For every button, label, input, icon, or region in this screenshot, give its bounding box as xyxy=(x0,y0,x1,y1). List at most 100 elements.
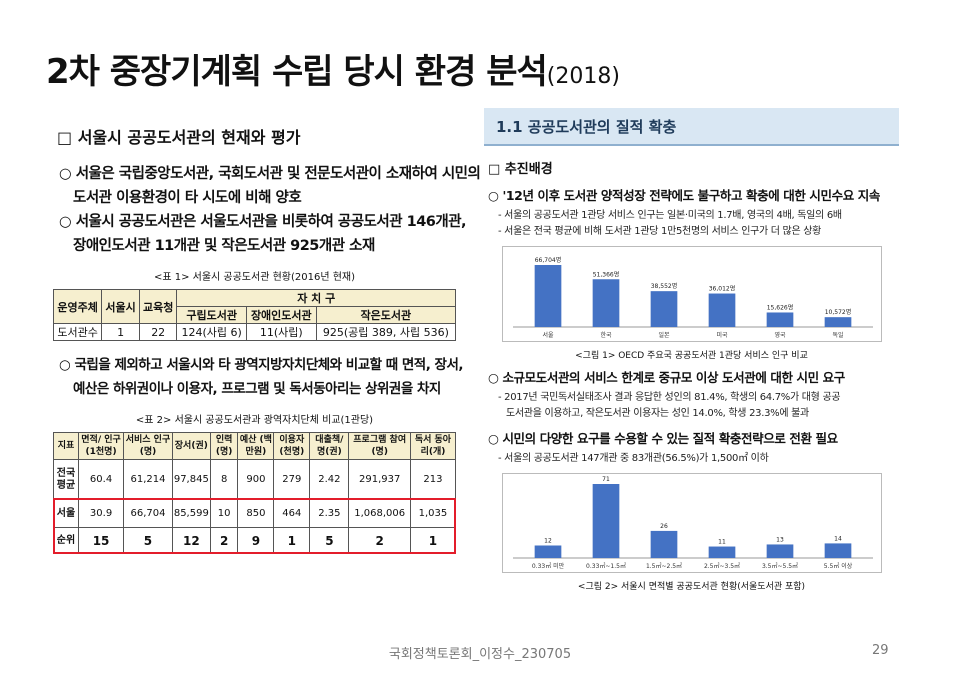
table-header-row: 지표 면적/ 인구(1천명) 서비스 인구(명) 장서(권) 인력 (명) 예산 (백만원… xyxy=(53,432,457,460)
chart2-caption: <그림 2> 서울시 면적별 공공도서관 현황(서울도서관 포함) xyxy=(577,582,806,592)
table-header-cell: 면적/ 인구(1천명) xyxy=(77,432,125,460)
table-cell: 5 xyxy=(123,527,173,554)
slide-title-year: (2018) xyxy=(546,64,620,89)
t1-h-district: 자 치 구 xyxy=(176,289,456,307)
footer-source: 국회정책토론회_이정수_230705 xyxy=(388,647,572,662)
chart-data-label: 12 xyxy=(544,537,552,544)
chart-tick-label: 한국 xyxy=(600,332,612,339)
table-cell: 1 xyxy=(409,527,457,554)
chart-oecd-service-population: 66,704명 서울 51,366명 한국 38,552명 일본 36,012명 미국 15,6… xyxy=(502,246,882,342)
chart-tick-label: 일본 xyxy=(658,331,670,339)
chart-bar xyxy=(650,291,678,327)
chart2-svg: 12 0.33㎡ 미만 71 0.33㎡~1.5㎡ 26 1.5㎡~2.5㎡ 11 2.5㎡~… xyxy=(513,476,873,570)
table-cell: 1 xyxy=(273,527,311,554)
table-cell: 850 xyxy=(237,499,275,528)
chart-data-label: 36,012명 xyxy=(709,285,736,293)
chart-data-label: 51,366명 xyxy=(593,270,620,278)
table-cell: 15 xyxy=(77,527,125,554)
table-cell: 66,704 xyxy=(123,499,173,528)
table-row-label: 순위 xyxy=(53,527,79,554)
table-cell: 291,937 xyxy=(348,459,411,500)
chart-tick-label: 2.5㎡~3.5㎡ xyxy=(704,562,740,570)
section-subheading: □ 추진배경 xyxy=(488,162,553,177)
chart-area-distribution: 12 0.33㎡ 미만 71 0.33㎡~1.5㎡ 26 1.5㎡~2.5㎡ 11 2.5㎡~… xyxy=(502,473,882,573)
table-cell: 1,035 xyxy=(409,499,457,528)
chart-bar xyxy=(534,265,562,327)
left-bullet-3-line1: ○ 국립을 제외하고 서울시와 타 광역지방자치단체와 비교할 때 면적, 장서… xyxy=(59,357,464,373)
right-bullet-1: ○ '12년 이후 도서관 양적성장 전략에도 불구하고 확충에 대한 시민수요… xyxy=(488,188,880,203)
chart-data-label: 14 xyxy=(834,535,842,542)
chart-tick-label: 미국 xyxy=(716,331,728,339)
left-bullet-1-line1: ○ 서울은 국립중앙도서관, 국회도서관 및 전문도서관이 소재하여 시민의 xyxy=(59,166,481,182)
table-header-cell: 이용자 (천명) xyxy=(273,432,311,460)
table-cell: 213 xyxy=(409,459,457,500)
chart-bar xyxy=(708,293,736,327)
t1-h-operator: 운영주체 xyxy=(52,289,103,324)
table-cell: 464 xyxy=(273,499,311,528)
right-dash-4: - 서울의 공공도서관 147개관 중 83개관(56.5%)가 1,500㎡ … xyxy=(498,453,769,464)
table-cell: 2 xyxy=(348,527,411,554)
t1-h-city: 서울시 xyxy=(101,289,140,324)
comparison-table-wrap: 지표 면적/ 인구(1천명) 서비스 인구(명) 장서(권) 인력 (명) 예산 (백만원… xyxy=(53,432,457,554)
right-bullet-2: ○ 소규모도서관의 서비스 한계로 중규모 이상 도서관에 대한 시민 요구 xyxy=(488,370,845,385)
right-dash-3b: 도서관을 이용하고, 작은도서관 이용자는 성인 14.0%, 학생 23.3%… xyxy=(506,408,809,419)
chart-bar xyxy=(650,530,678,558)
t1-h-disabled: 장애인도서관 xyxy=(245,306,317,324)
left-bullet-3-line2: 예산은 하위권이나 이용자, 프로그램 및 독서동아리는 상위권을 차지 xyxy=(73,381,441,397)
table-cell: 5 xyxy=(309,527,350,554)
chart-data-label: 66,704명 xyxy=(535,256,562,264)
left-heading: □ 서울시 공공도서관의 현재와 평가 xyxy=(57,128,301,147)
chart-tick-label: 5.5㎡ 이상 xyxy=(824,562,853,570)
table-cell: 11(사립) xyxy=(245,323,317,341)
table-cell: 60.4 xyxy=(77,459,125,500)
left-document-panel: □ 서울시 공공도서관의 현재와 평가 ○ 서울은 국립중앙도서관, 국회도서관… xyxy=(52,112,481,632)
right-document-panel: 1.1 공공도서관의 질적 확충 □ 추진배경 ○ '12년 이후 도서관 양적… xyxy=(484,108,899,630)
slide-title-main: 2차 중장기계획 수립 당시 환경 분석 xyxy=(46,52,548,92)
chart-tick-label: 영국 xyxy=(774,331,786,339)
comparison-table: 지표 면적/ 인구(1천명) 서비스 인구(명) 장서(권) 인력 (명) 예산 (백만원… xyxy=(53,432,457,554)
table-cell: 2.35 xyxy=(309,499,350,528)
table-header-cell: 인력 (명) xyxy=(209,432,239,460)
chart-tick-label: 서울 xyxy=(542,331,554,339)
t1-h-gu: 구립도서관 xyxy=(176,306,247,324)
table-cell: 30.9 xyxy=(77,499,125,528)
chart-data-label: 11 xyxy=(718,539,726,546)
chart-data-label: 15,626명 xyxy=(767,303,794,311)
table-row-label: 전국 평균 xyxy=(53,459,79,500)
chart-data-label: 26 xyxy=(660,523,668,530)
table-cell: 279 xyxy=(273,459,311,500)
left-bullet-2-line2: 장애인도서관 11개관 및 작은도서관 925개관 소재 xyxy=(73,238,375,254)
chart-bar xyxy=(824,317,852,327)
table-cell: 10 xyxy=(209,499,239,528)
section-band: 1.1 공공도서관의 질적 확충 xyxy=(484,108,899,146)
table-cell: 8 xyxy=(209,459,239,500)
chart1-caption: <그림 1> OECD 주요국 공공도서관 1관당 서비스 인구 비교 xyxy=(575,351,808,361)
chart-bar xyxy=(766,312,794,327)
table-cell: 도서관수 xyxy=(52,323,103,341)
table-header-cell: 예산 (백만원) xyxy=(237,432,275,460)
table-cell: 124(사립 6) xyxy=(176,323,247,341)
table-row: 전국 평균 60.4 61,214 97,845 8 900 279 2.42 291,937 2… xyxy=(53,459,457,500)
right-dash-1: - 서울의 공공도서관 1관당 서비스 인구는 일본·미국의 1.7배, 영국의… xyxy=(498,210,842,221)
t1-h-edu: 교육청 xyxy=(138,289,178,324)
chart-tick-label: 0.33㎡ 미만 xyxy=(532,562,565,570)
table-cell: 61,214 xyxy=(123,459,173,500)
table-header-cell: 독서 동아리(개) xyxy=(409,432,457,460)
table-header-cell: 서비스 인구(명) xyxy=(123,432,173,460)
table-header-cell: 지표 xyxy=(53,432,79,460)
right-bullet-3: ○ 시민의 다양한 요구를 수용할 수 있는 질적 확충전략으로 전환 필요 xyxy=(488,431,838,446)
table-cell: 12 xyxy=(171,527,211,554)
left-bullet-1: ○ 서울은 국립중앙도서관, 국회도서관 및 전문도서관이 소재하여 시민의 도… xyxy=(59,162,481,210)
right-dash-2: - 서울은 전국 평균에 비해 도서관 1관당 1만5천명의 서비스 인구가 더… xyxy=(498,226,822,237)
chart-tick-label: 3.5㎡~5.5㎡ xyxy=(762,562,798,570)
table-cell: 2 xyxy=(209,527,239,554)
table-header-cell: 대출책/ 명(권) xyxy=(309,432,350,460)
table-cell: 9 xyxy=(237,527,275,554)
table-cell: 97,845 xyxy=(171,459,211,500)
library-status-table: 운영주체 서울시 교육청 자 치 구 구립도서관 장애인도서관 작은도서관 도서… xyxy=(52,289,457,341)
table-cell: 900 xyxy=(237,459,275,500)
table-cell: 925(공립 389, 사립 536) xyxy=(315,323,457,341)
table-cell: 22 xyxy=(138,323,178,341)
table-header-cell: 장서(권) xyxy=(171,432,211,460)
